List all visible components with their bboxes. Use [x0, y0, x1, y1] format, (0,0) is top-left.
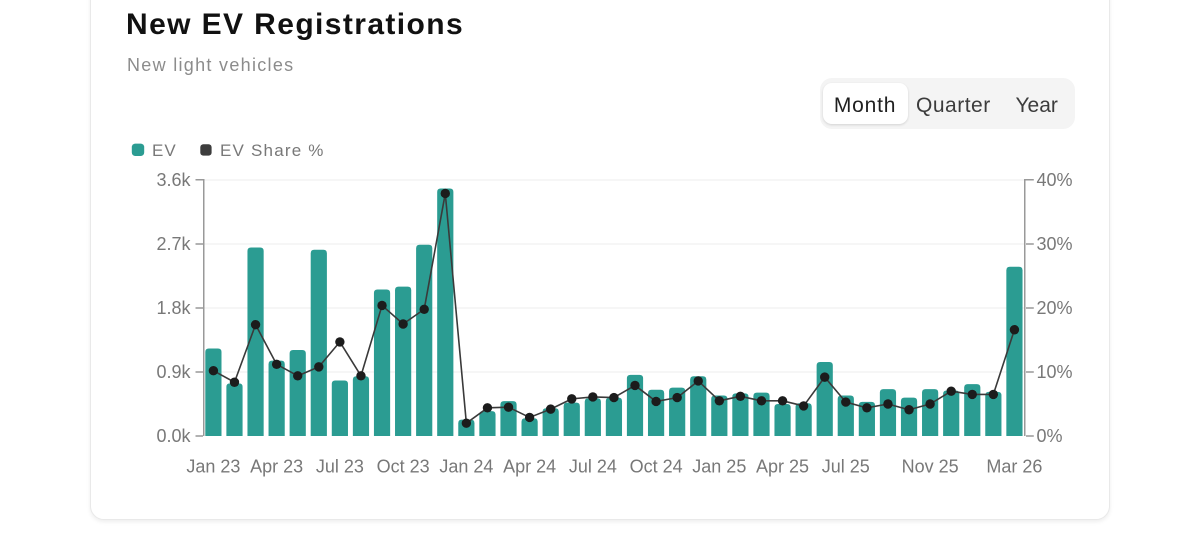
svg-text:2.7k: 2.7k [156, 234, 191, 254]
svg-text:Apr 23: Apr 23 [250, 457, 303, 477]
svg-text:10%: 10% [1037, 362, 1073, 382]
svg-text:Jul 23: Jul 23 [316, 457, 364, 477]
svg-text:0.9k: 0.9k [156, 362, 191, 382]
svg-text:Jan 25: Jan 25 [692, 457, 746, 477]
svg-text:Apr 24: Apr 24 [503, 457, 556, 477]
svg-text:0%: 0% [1037, 426, 1063, 446]
svg-text:20%: 20% [1037, 298, 1073, 318]
svg-text:3.6k: 3.6k [156, 170, 191, 190]
svg-text:Jan 23: Jan 23 [186, 457, 240, 477]
svg-text:1.8k: 1.8k [156, 298, 191, 318]
svg-text:Jan 24: Jan 24 [439, 457, 493, 477]
svg-text:Jul 25: Jul 25 [822, 457, 870, 477]
svg-text:EV Share %: EV Share % [220, 141, 325, 160]
svg-text:EV: EV [152, 141, 177, 160]
svg-text:Jul 24: Jul 24 [569, 457, 617, 477]
svg-text:Mar 26: Mar 26 [986, 457, 1042, 477]
svg-text:30%: 30% [1037, 234, 1073, 254]
svg-text:Oct 24: Oct 24 [630, 457, 683, 477]
svg-text:40%: 40% [1037, 170, 1073, 190]
svg-text:Oct 23: Oct 23 [377, 457, 430, 477]
svg-text:Apr 25: Apr 25 [756, 457, 809, 477]
svg-text:Nov 25: Nov 25 [902, 457, 959, 477]
svg-text:0.0k: 0.0k [156, 426, 191, 446]
